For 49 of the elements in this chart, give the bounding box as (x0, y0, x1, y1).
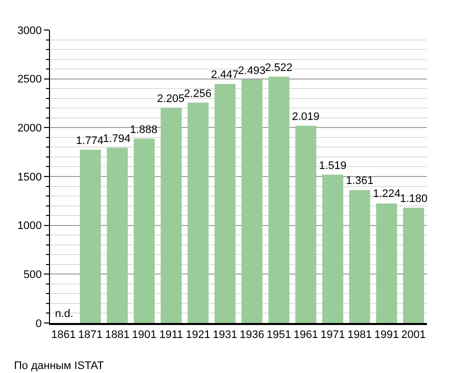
x-tick-label: 1971 (320, 328, 345, 341)
data-label: 1.774 (76, 135, 104, 147)
data-label: 1.794 (103, 133, 131, 145)
bar (268, 76, 290, 323)
y-tick-label: 1000 (17, 220, 42, 232)
y-tick-label: 500 (23, 269, 42, 282)
bar (295, 126, 316, 323)
bar (134, 138, 155, 323)
data-label: 2.447 (211, 69, 239, 81)
bar (214, 84, 236, 323)
data-label: 2.522 (265, 62, 293, 74)
bar (241, 80, 262, 323)
x-tick-label: 1961 (294, 328, 318, 341)
y-tick-label: 3000 (17, 24, 42, 37)
data-label: 2.205 (157, 93, 185, 105)
x-tick-label: 1981 (347, 328, 372, 341)
data-label: 1.180 (400, 193, 428, 205)
data-label: 1.888 (130, 124, 158, 136)
x-tick-label: 1931 (212, 328, 238, 341)
y-tick-label: 2000 (17, 122, 42, 135)
x-tick-label: 1901 (132, 328, 156, 341)
x-tick-label: 1951 (266, 328, 292, 341)
x-tick-label: 1861 (51, 328, 76, 341)
data-label: 1.361 (346, 175, 374, 187)
text: По данным ISTAT (14, 360, 104, 372)
data-label: 2.493 (238, 65, 266, 77)
x-tick-label: 1921 (186, 328, 210, 341)
x-tick-label: 1991 (374, 328, 399, 341)
x-tick-label: 1936 (240, 328, 264, 341)
bar (322, 174, 344, 323)
x-tick-label: 1871 (78, 328, 103, 341)
x-tick-label: 2001 (401, 328, 426, 341)
bar (403, 208, 424, 323)
data-label: 1.519 (319, 160, 347, 172)
bar (160, 108, 182, 323)
y-tick-label: 2500 (17, 74, 42, 86)
y-tick-label: 1500 (17, 171, 42, 184)
bar (376, 203, 398, 323)
bar (106, 148, 128, 323)
x-tick-label: 1881 (105, 328, 130, 341)
text: n.d. (55, 308, 74, 320)
x-tick-label: 1911 (159, 328, 184, 341)
data-label: 2.019 (292, 111, 320, 123)
data-label: 2.256 (184, 88, 212, 100)
data-label: 1.224 (373, 188, 401, 200)
bar (349, 190, 370, 323)
bar (188, 102, 209, 323)
bar (80, 150, 101, 323)
y-tick-label: 0 (36, 318, 42, 330)
